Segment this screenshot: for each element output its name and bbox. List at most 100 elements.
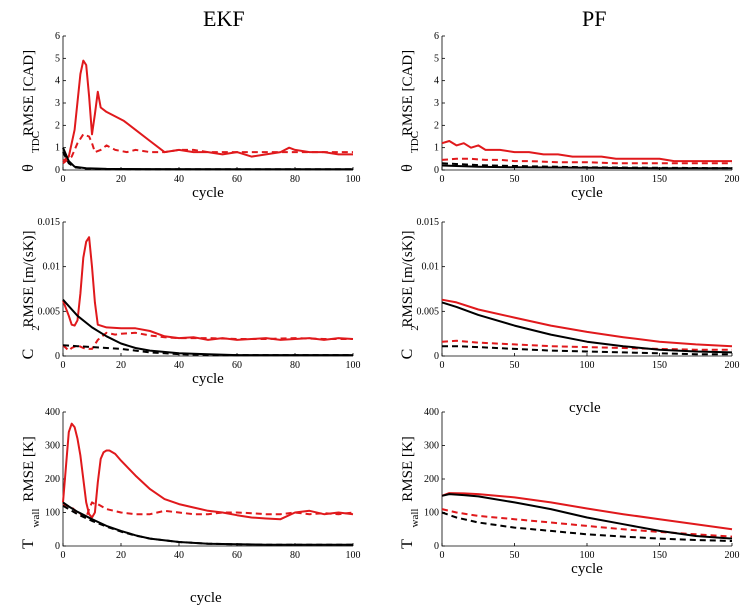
series-line-red-solid xyxy=(62,59,353,162)
series-line-red-dashed xyxy=(441,508,733,538)
x-axis-label: cycle xyxy=(192,185,224,201)
series-line-black-solid xyxy=(441,164,732,170)
x-tick-label: 50 xyxy=(510,174,520,185)
x-tick-label: 50 xyxy=(510,550,520,561)
y-tick-label: 0 xyxy=(434,351,439,362)
y-tick-label: 6 xyxy=(434,31,439,42)
x-tick-label: 40 xyxy=(174,174,184,185)
y-tick-label: 0.01 xyxy=(43,262,61,273)
y-axis-subscript: TDC xyxy=(30,131,42,153)
y-tick-label: 5 xyxy=(434,53,439,64)
x-tick-label: 40 xyxy=(174,550,184,561)
y-tick-label: 100 xyxy=(424,508,439,519)
x-tick-label: 200 xyxy=(725,550,740,561)
y-tick-label: 0 xyxy=(434,541,439,552)
axis-lines xyxy=(441,412,732,547)
x-tick-label: 100 xyxy=(580,550,595,561)
y-axis-label: RMSE [m/(sK)] xyxy=(21,230,37,327)
y-tick-label: 300 xyxy=(45,441,60,452)
series-line-red-dashed xyxy=(441,339,732,351)
column-title-ekf: EKF xyxy=(203,6,245,31)
y-axis-subscript: wall xyxy=(30,509,42,528)
x-tick-label: 60 xyxy=(232,550,242,561)
series-line-black-dashed xyxy=(441,162,733,170)
y-tick-label: 100 xyxy=(45,508,60,519)
x-tick-label: 100 xyxy=(580,360,595,371)
series-line-red-dashed xyxy=(62,331,353,352)
y-axis-subscript: wall xyxy=(409,509,421,528)
series-line-red-solid xyxy=(441,492,733,531)
chart-panel-6: 0 50 100 150 200 0 100 200 300 400 cycle RMSE [K] Tw… xyxy=(399,407,740,577)
y-axis-symbol: T xyxy=(399,539,416,549)
x-axis-label: cycle xyxy=(571,185,603,201)
y-tick-label: 2 xyxy=(434,120,439,131)
y-tick-label: 400 xyxy=(45,407,60,418)
y-tick-label: 0 xyxy=(55,351,60,362)
x-tick-label: 150 xyxy=(652,174,667,185)
y-tick-label: 0 xyxy=(55,541,60,552)
y-tick-label: 0.015 xyxy=(38,217,61,228)
series-line-black-solid xyxy=(62,501,353,546)
y-axis-subscript: 2 xyxy=(409,325,421,331)
x-tick-label: 40 xyxy=(174,360,184,371)
x-tick-label: 80 xyxy=(290,174,300,185)
x-tick-label: 80 xyxy=(290,360,300,371)
y-tick-label: 0.01 xyxy=(422,262,440,273)
y-tick-label: 0.015 xyxy=(417,217,440,228)
x-tick-label: 0 xyxy=(440,174,445,185)
stray-cycle-label-pf-middle: cycle xyxy=(569,400,601,416)
series-line-black-dashed xyxy=(62,344,353,357)
series-line-red-solid xyxy=(62,236,354,341)
column-title-pf: PF xyxy=(582,6,607,31)
y-axis-symbol: θ xyxy=(20,164,37,172)
chart-panel-2: 0 50 100 150 200 0 1 2 3 4 5 6 cycle RMSE [CAD] θ TDC xyxy=(399,31,740,201)
x-tick-label: 80 xyxy=(290,550,300,561)
x-tick-label: 50 xyxy=(510,360,520,371)
y-tick-label: 4 xyxy=(55,76,60,87)
y-tick-label: 1 xyxy=(434,143,439,154)
series-line-red-dashed xyxy=(62,501,354,519)
y-axis-label: RMSE [CAD] xyxy=(400,50,416,136)
x-tick-label: 0 xyxy=(61,174,66,185)
y-tick-label: 3 xyxy=(55,98,60,109)
y-tick-label: 200 xyxy=(45,474,60,485)
y-tick-label: 4 xyxy=(434,76,439,87)
series-line-black-solid xyxy=(441,301,733,354)
x-tick-label: 20 xyxy=(116,174,126,185)
chart-panel-1: 0 20 40 60 80 100 0 1 2 3 4 5 6 cycle RMSE [CAD] θ TDC xyxy=(20,31,361,201)
series-line-black-dashed xyxy=(62,504,353,546)
y-axis-label: RMSE [CAD] xyxy=(21,50,37,136)
y-tick-label: 0.005 xyxy=(38,306,61,317)
x-tick-label: 200 xyxy=(725,360,740,371)
y-tick-label: 5 xyxy=(55,53,60,64)
y-axis-symbol: C xyxy=(399,349,416,360)
series-line-black-dashed xyxy=(442,345,732,356)
x-tick-label: 200 xyxy=(725,174,740,185)
y-tick-label: 1 xyxy=(55,143,60,154)
y-axis-label: RMSE [K] xyxy=(21,436,37,501)
x-axis-label: cycle xyxy=(192,371,224,387)
series-line-black-dashed xyxy=(62,151,353,171)
axis-lines xyxy=(441,222,732,357)
series-line-red-solid xyxy=(62,422,354,521)
series-line-red-dashed xyxy=(62,133,353,165)
y-axis-label: RMSE [m/(sK)] xyxy=(400,230,416,327)
x-tick-label: 0 xyxy=(61,550,66,561)
x-tick-label: 100 xyxy=(346,360,361,371)
y-axis-symbol: C xyxy=(20,349,37,360)
y-axis-symbol: θ xyxy=(399,164,416,172)
series-line-red-solid xyxy=(441,140,732,163)
series-line-red-solid xyxy=(441,298,733,348)
y-tick-label: 3 xyxy=(434,98,439,109)
y-tick-label: 0.005 xyxy=(417,306,440,317)
y-tick-label: 200 xyxy=(424,474,439,485)
x-tick-label: 0 xyxy=(61,360,66,371)
y-axis-subscript: TDC xyxy=(409,131,421,153)
series-line-red-dashed xyxy=(441,157,732,165)
y-tick-label: 400 xyxy=(424,407,439,418)
x-tick-label: 150 xyxy=(652,550,667,561)
x-tick-label: 60 xyxy=(232,360,242,371)
y-axis-symbol: T xyxy=(20,539,37,549)
